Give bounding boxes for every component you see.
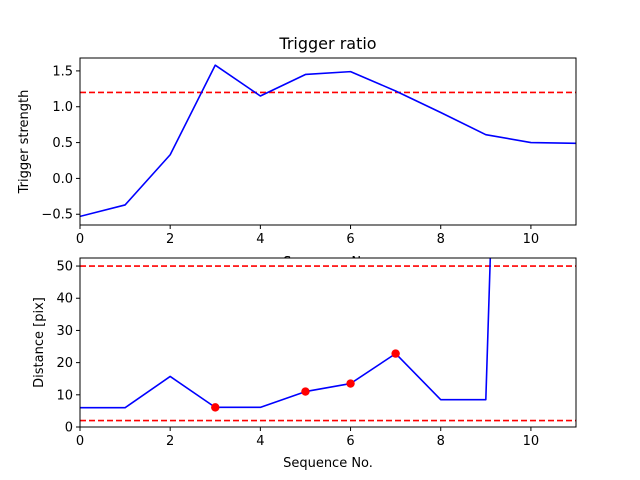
y-tick-label: 20 [56, 356, 73, 371]
data-point-marker [391, 349, 400, 358]
series-layer [80, 258, 576, 422]
y-tick-label: 0.0 [52, 172, 73, 187]
x-tick-label: 8 [437, 232, 445, 247]
axes-background [80, 258, 576, 427]
data-point-marker [346, 379, 355, 388]
x-tick-label: 10 [523, 434, 540, 449]
x-tick-label: 0 [76, 434, 84, 449]
x-tick-label: 6 [346, 434, 354, 449]
x-tick-label: 0 [76, 232, 84, 247]
y-tick-label: 0.5 [52, 136, 73, 151]
plot-frame [79, 57, 577, 226]
x-tick-label: 8 [437, 434, 445, 449]
y-tick-label: 30 [56, 324, 73, 339]
tick-layer: 0 2 4 6 8 10 −0.5 0.0 0.5 1.0 1.5 [41, 64, 539, 247]
x-tick-label: 2 [166, 434, 174, 449]
x-tick-label: 4 [256, 232, 264, 247]
y-tick-label: −0.5 [41, 208, 73, 223]
series-line [80, 64, 576, 218]
y-tick-label: 1.0 [52, 100, 73, 115]
y-axis-label: Distance [pix] [32, 297, 47, 388]
y-tick-label: 0 [65, 421, 73, 436]
series-layer [80, 64, 576, 218]
x-tick-label: 6 [346, 232, 354, 247]
y-tick-label: 10 [56, 388, 73, 403]
plot-area [80, 64, 576, 218]
y-tick-label: 50 [56, 260, 73, 275]
plot-frame [79, 257, 577, 428]
x-tick-label: 2 [166, 232, 174, 247]
x-tick-label: 10 [523, 232, 540, 247]
x-tick-label: 4 [256, 434, 264, 449]
distance-panel: 0 2 4 6 8 10 0 10 20 30 40 50 Sequence No. Distance… [32, 257, 577, 471]
chart-title: Trigger ratio [278, 34, 376, 53]
tick-layer: 0 2 4 6 8 10 0 10 20 30 40 50 [56, 260, 539, 449]
data-point-marker [211, 403, 220, 412]
y-axis-label: Trigger strength [17, 90, 32, 195]
data-point-marker [301, 387, 310, 396]
x-axis-label: Sequence No. [283, 456, 373, 471]
y-tick-label: 1.5 [52, 64, 73, 79]
y-tick-label: 40 [56, 292, 73, 307]
